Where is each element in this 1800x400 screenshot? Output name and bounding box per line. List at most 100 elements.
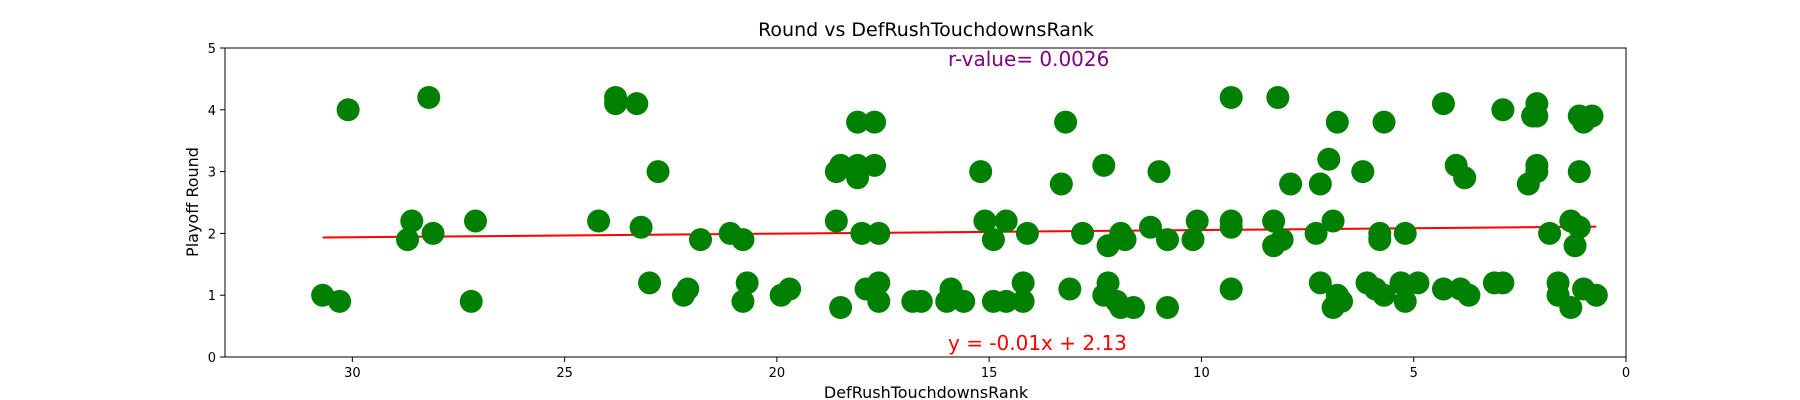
- data-point: [1113, 228, 1137, 252]
- y-axis-label: Playoff Round: [183, 147, 202, 257]
- data-point: [1491, 98, 1515, 122]
- data-point: [1393, 289, 1417, 313]
- y-tick-label: 1: [208, 289, 216, 304]
- data-point: [400, 209, 424, 233]
- r-value-annotation: r-value= 0.0026: [948, 47, 1109, 71]
- data-point: [629, 215, 653, 239]
- data-point: [1321, 209, 1345, 233]
- data-point: [1559, 296, 1583, 320]
- data-point: [1181, 228, 1205, 252]
- data-point: [1155, 228, 1179, 252]
- plot-frame: [224, 47, 1627, 358]
- data-point: [1096, 271, 1120, 295]
- x-tick-label: 25: [556, 366, 573, 381]
- y-tick-label: 5: [208, 42, 216, 57]
- data-point: [1219, 277, 1243, 301]
- data-point: [1368, 228, 1392, 252]
- x-tick-label: 15: [981, 366, 998, 381]
- x-tick-label: 0: [1622, 366, 1630, 381]
- data-point: [981, 228, 1005, 252]
- plot-area: [224, 47, 1627, 358]
- chart-title: Round vs DefRushTouchdownsRank: [758, 19, 1094, 41]
- x-tick-label: 20: [769, 366, 786, 381]
- data-point: [1139, 215, 1163, 239]
- data-point: [1330, 289, 1354, 313]
- x-tick-label: 10: [1193, 366, 1210, 381]
- data-point: [1058, 277, 1082, 301]
- data-point: [1071, 221, 1095, 245]
- data-point: [994, 289, 1018, 313]
- data-point: [850, 221, 874, 245]
- data-point: [1431, 277, 1455, 301]
- data-point: [1453, 166, 1477, 190]
- y-tick-label: 2: [208, 227, 216, 242]
- data-point: [463, 209, 487, 233]
- data-point: [1325, 110, 1349, 134]
- y-tick-label: 4: [208, 104, 216, 119]
- data-point: [867, 221, 891, 245]
- data-point: [973, 209, 997, 233]
- data-point: [846, 110, 870, 134]
- data-point: [1054, 110, 1078, 134]
- data-point: [969, 160, 993, 184]
- data-point: [829, 296, 853, 320]
- data-point: [1049, 172, 1073, 196]
- x-axis: 30 25 20 15 10 5 0: [344, 357, 1630, 381]
- data-point: [1393, 221, 1417, 245]
- y-tick-label: 3: [208, 166, 216, 181]
- data-point: [1491, 271, 1515, 295]
- data-point: [1155, 296, 1179, 320]
- data-point: [1015, 221, 1039, 245]
- data-point: [1147, 160, 1171, 184]
- data-point: [846, 166, 870, 190]
- data-point: [459, 289, 483, 313]
- data-point: [994, 209, 1018, 233]
- x-tick-label: 5: [1410, 366, 1418, 381]
- y-axis: 0 1 2 3 4 5: [208, 42, 225, 366]
- data-point: [638, 271, 662, 295]
- data-point: [396, 228, 420, 252]
- data-point: [731, 289, 755, 313]
- data-point: [1122, 296, 1146, 320]
- x-tick-label: 30: [344, 366, 361, 381]
- data-point: [1262, 209, 1286, 233]
- y-tick-label: 0: [208, 351, 216, 366]
- x-axis-label: DefRushTouchdownsRank: [824, 383, 1029, 400]
- data-point: [1011, 271, 1035, 295]
- data-point: [646, 160, 670, 184]
- data-point: [688, 228, 712, 252]
- data-point: [909, 289, 933, 313]
- data-point: [824, 209, 848, 233]
- data-point: [1563, 234, 1587, 258]
- data-point: [587, 209, 611, 233]
- data-point: [1279, 172, 1303, 196]
- data-point: [336, 98, 360, 122]
- data-point: [1389, 271, 1413, 295]
- data-point: [1266, 85, 1290, 109]
- data-points-layer: [311, 85, 1608, 320]
- data-point: [735, 271, 759, 295]
- data-point: [1308, 172, 1332, 196]
- data-point: [1431, 92, 1455, 116]
- data-point: [604, 92, 628, 116]
- data-point: [1270, 228, 1294, 252]
- data-point: [1584, 283, 1608, 307]
- data-point: [952, 289, 976, 313]
- data-point: [867, 289, 891, 313]
- data-point: [328, 289, 352, 313]
- data-point: [1538, 221, 1562, 245]
- data-point: [1185, 209, 1209, 233]
- data-point: [863, 110, 887, 134]
- data-point: [1372, 110, 1396, 134]
- data-point: [1457, 283, 1481, 307]
- data-point: [1219, 85, 1243, 109]
- data-point: [731, 228, 755, 252]
- data-point: [421, 221, 445, 245]
- data-point: [1567, 160, 1591, 184]
- data-point: [1406, 271, 1430, 295]
- data-point: [1351, 160, 1375, 184]
- data-point: [1372, 283, 1396, 307]
- data-point: [1567, 215, 1591, 239]
- data-point: [829, 153, 853, 177]
- data-point: [1304, 221, 1328, 245]
